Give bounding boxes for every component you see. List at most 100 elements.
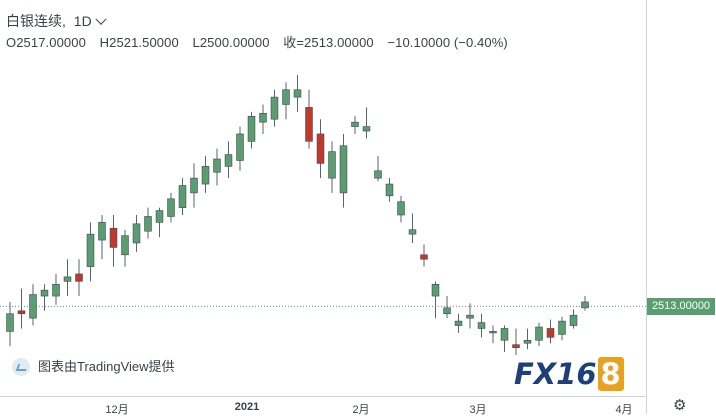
logo-text: FX16 xyxy=(514,357,597,391)
candle-body xyxy=(40,289,49,297)
candle xyxy=(259,104,267,134)
candle xyxy=(351,116,359,134)
candle-body xyxy=(270,96,279,120)
candle xyxy=(121,229,129,267)
candle-body xyxy=(144,216,152,232)
candle-body xyxy=(121,235,129,256)
candle-body xyxy=(75,273,83,282)
candle-body xyxy=(213,158,221,173)
candle-body xyxy=(535,326,543,341)
candle xyxy=(6,301,14,347)
change-value: −10.10000 (−0.40%) xyxy=(387,35,508,50)
last-price-label: 2513.00000 xyxy=(647,298,715,316)
ohlc-row: O2517.00000 H2521.50000 L2500.00000 收=25… xyxy=(6,32,518,54)
candle xyxy=(339,133,348,208)
candle-body xyxy=(259,113,267,123)
candle-body xyxy=(98,222,106,241)
candle xyxy=(512,328,520,355)
candle xyxy=(293,75,302,112)
candle-body xyxy=(247,115,256,142)
candle-body xyxy=(224,154,233,167)
candle xyxy=(305,89,313,149)
high-value: H2521.50000 xyxy=(99,35,179,50)
candle-body xyxy=(155,210,164,223)
candle xyxy=(190,163,198,208)
title-separator: , xyxy=(62,13,66,29)
candle xyxy=(466,303,474,329)
time-axis[interactable]: 12月 2021 2月 3月 4月 xyxy=(0,396,647,416)
candle-body xyxy=(546,328,555,338)
candle xyxy=(17,288,26,329)
low-value: L2500.00000 xyxy=(192,35,270,50)
candle-body xyxy=(477,322,486,329)
candle-body xyxy=(569,314,578,326)
candle-body xyxy=(466,314,474,319)
candle xyxy=(546,319,555,344)
chevron-down-icon xyxy=(95,13,107,25)
tradingview-icon xyxy=(12,358,30,376)
x-tick-2021: 2021 xyxy=(234,401,260,413)
candle xyxy=(523,328,532,350)
candle xyxy=(443,296,451,319)
candle-body xyxy=(431,283,440,297)
candle xyxy=(270,89,279,127)
candle-body xyxy=(489,331,497,334)
attribution-text: 图表由TradingView提供 xyxy=(38,359,175,374)
candle xyxy=(282,82,290,120)
candle xyxy=(397,195,405,223)
open-value: O2517.00000 xyxy=(6,35,86,50)
candle-body xyxy=(385,183,394,197)
candle-body xyxy=(339,145,348,194)
candle xyxy=(63,259,72,297)
candle xyxy=(98,215,106,260)
candle xyxy=(29,284,37,326)
candle xyxy=(52,273,60,305)
candle-body xyxy=(109,227,118,248)
candle xyxy=(132,215,141,252)
settings-gear-icon[interactable]: ⚙ xyxy=(673,397,687,414)
candle-body xyxy=(236,133,244,161)
x-tick-apr: 4月 xyxy=(615,404,633,416)
legend-title-row: 白银连续, 1D xyxy=(6,10,518,32)
candle xyxy=(316,119,325,179)
tradingview-attribution[interactable]: 图表由TradingView提供 xyxy=(12,356,175,378)
candle-body xyxy=(454,320,463,326)
fx168-logo: FX16 8 xyxy=(514,357,624,391)
candle xyxy=(489,325,497,344)
candle xyxy=(201,156,210,193)
candle xyxy=(535,322,543,347)
chart-legend: 白银连续, 1D O2517.00000 H2521.50000 L2500.0… xyxy=(6,10,518,54)
candle xyxy=(40,284,49,311)
candle xyxy=(155,207,164,238)
candle xyxy=(385,178,394,202)
candle-body xyxy=(523,339,532,344)
x-tick-dec: 12月 xyxy=(105,404,129,416)
candle xyxy=(581,296,589,311)
candle xyxy=(213,148,221,186)
candle xyxy=(420,244,428,267)
x-tick-mar: 3月 xyxy=(469,404,487,416)
candle-body xyxy=(86,233,95,267)
timeframe-selector[interactable]: 1D xyxy=(74,13,115,29)
candle-body xyxy=(351,121,359,127)
candle xyxy=(569,309,578,329)
candle-body xyxy=(362,126,371,132)
x-tick-feb: 2月 xyxy=(352,404,370,416)
candle xyxy=(362,107,371,139)
candle xyxy=(109,215,118,267)
candle xyxy=(328,141,336,193)
candle-body xyxy=(17,310,26,315)
candle-body xyxy=(52,283,60,297)
candle-body xyxy=(29,294,37,319)
candle xyxy=(236,126,244,171)
close-value: 收=2513.00000 xyxy=(283,35,374,50)
candle xyxy=(75,259,83,297)
candle-body xyxy=(6,313,14,332)
candle xyxy=(167,192,175,223)
candle xyxy=(500,325,509,353)
candle-body xyxy=(190,177,198,194)
timeframe-label: 1D xyxy=(73,13,92,29)
candle-body xyxy=(63,276,72,282)
candle-body xyxy=(305,107,313,142)
